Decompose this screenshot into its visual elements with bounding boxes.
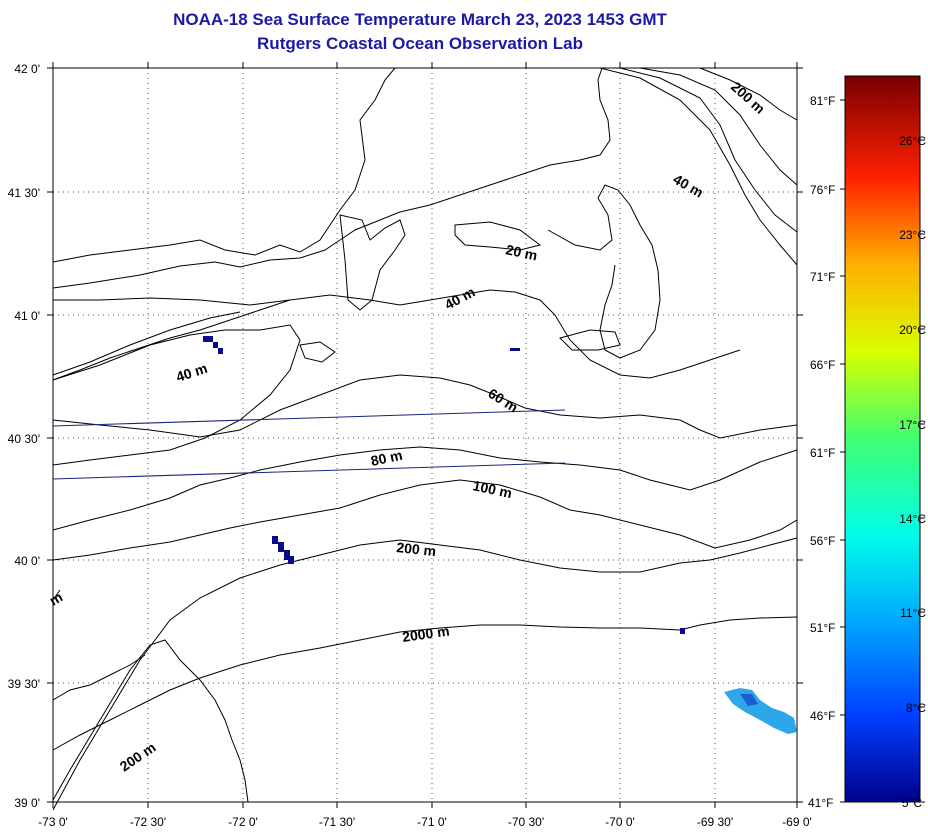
lat-label: 41 30' <box>8 186 40 200</box>
lon-label: -71 30' <box>319 815 355 829</box>
coastline <box>52 67 661 601</box>
celsius-label: 26°C <box>899 134 926 148</box>
celsius-label: 5°C <box>902 796 922 810</box>
lon-label: -70 0' <box>605 815 635 829</box>
celsius-label: 11°C <box>900 606 926 620</box>
fahrenheit-label: 56°F <box>810 534 835 548</box>
lon-label: -70 30' <box>508 815 544 829</box>
depth-contours <box>52 67 798 811</box>
celsius-label: 17°C <box>899 418 926 432</box>
fahrenheit-label: 46°F <box>810 709 835 723</box>
contour-label: 40 m <box>671 171 707 201</box>
map-frame <box>52 67 798 803</box>
fahrenheit-label: 71°F <box>810 270 835 284</box>
lat-label: 39 0' <box>14 796 40 810</box>
contour-label: 200 m <box>728 78 768 116</box>
fahrenheit-label: 41°F <box>808 796 833 810</box>
contour-label: 60 m <box>485 385 521 415</box>
fahrenheit-label: 76°F <box>810 183 835 197</box>
fahrenheit-label: 61°F <box>810 446 835 460</box>
fahrenheit-labels: 81°F 76°F 71°F 66°F 61°F 56°F 51°F 46°F … <box>808 94 835 810</box>
lon-label: -69 0' <box>782 815 812 829</box>
sst-colorbar <box>844 75 921 803</box>
lat-label: 41 0' <box>14 309 40 323</box>
lon-label: -73 0' <box>38 815 68 829</box>
lon-label: -69 30' <box>697 815 733 829</box>
fahrenheit-label: 66°F <box>810 358 835 372</box>
contour-label: 20 m <box>504 241 539 263</box>
lon-label: -72 0' <box>228 815 258 829</box>
contour-label: 40 m <box>442 284 478 313</box>
fahrenheit-label: 81°F <box>810 94 835 108</box>
celsius-labels: 26°C 23°C 20°C 17°C 14°C 11°C 8°C 5°C <box>899 134 926 810</box>
contour-label: m <box>47 589 66 609</box>
tick-marks <box>47 62 803 808</box>
map-subtitle: Rutgers Coastal Ocean Observation Lab <box>257 34 583 53</box>
lon-label: -71 0' <box>417 815 447 829</box>
latitude-labels: 42 0' 41 30' 41 0' 40 30' 40 0' 39 30' 3… <box>8 62 40 810</box>
colorbar-ticks <box>840 99 925 803</box>
contour-label: 40 m <box>174 360 209 385</box>
lat-label: 40 30' <box>8 432 40 446</box>
longitude-labels: -73 0' -72 30' -72 0' -71 30' -71 0' -70… <box>38 815 812 829</box>
contour-label: 100 m <box>471 477 513 501</box>
lat-label: 40 0' <box>14 554 40 568</box>
celsius-label: 23°C <box>899 228 926 242</box>
contour-labels: 200 m 40 m 20 m 40 m 40 m 60 m 80 m 100 … <box>47 78 769 774</box>
contour-label: 80 m <box>369 447 404 469</box>
lon-label: -72 30' <box>130 815 166 829</box>
celsius-label: 14°C <box>899 512 926 526</box>
map-title: NOAA-18 Sea Surface Temperature March 23… <box>173 10 667 29</box>
track-lines <box>52 409 566 480</box>
lat-label: 42 0' <box>14 62 40 76</box>
contour-label: 200 m <box>396 539 437 559</box>
sst-pixels <box>203 336 797 734</box>
fahrenheit-label: 51°F <box>810 621 835 635</box>
contour-label: 200 m <box>117 739 159 774</box>
lat-label: 39 30' <box>8 677 40 691</box>
celsius-label: 8°C <box>906 701 926 715</box>
contour-label: 2000 m <box>401 623 450 645</box>
graticule <box>53 68 797 802</box>
celsius-label: 20°C <box>899 323 926 337</box>
